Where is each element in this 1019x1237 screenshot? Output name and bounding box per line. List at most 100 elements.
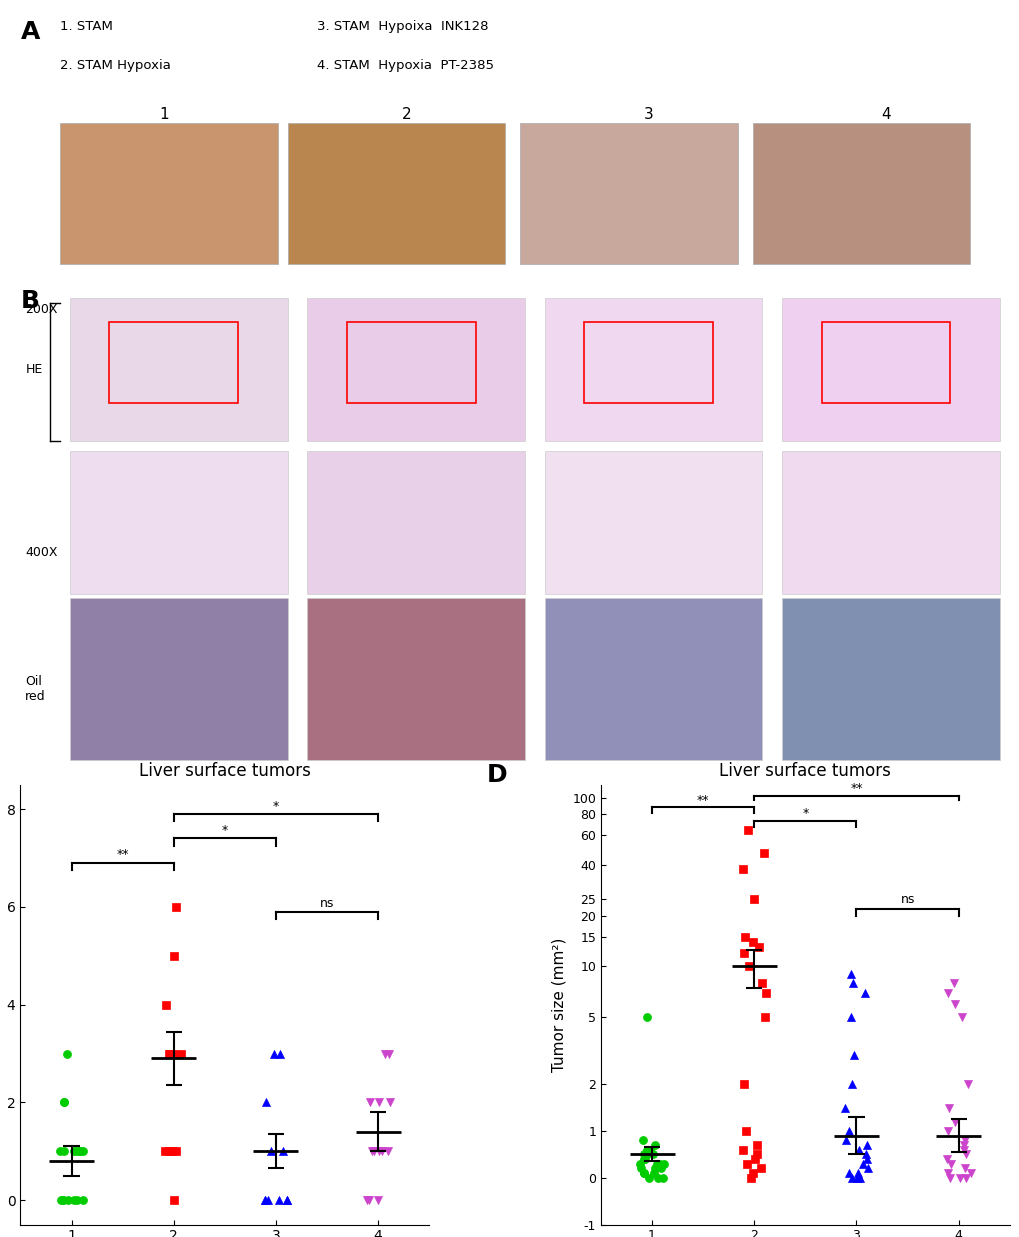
Point <box>642 1139 658 1159</box>
Point <box>655 1154 672 1174</box>
Point <box>738 1121 754 1141</box>
Point <box>943 1154 959 1174</box>
Point <box>956 1131 972 1150</box>
FancyBboxPatch shape <box>70 298 287 442</box>
Point <box>746 1149 762 1169</box>
Text: 4: 4 <box>880 108 890 122</box>
Point <box>380 1044 396 1064</box>
Point <box>649 1168 665 1188</box>
Point <box>955 1139 971 1159</box>
Point <box>748 1136 764 1155</box>
Point <box>361 1190 377 1210</box>
Point <box>745 889 761 909</box>
Point <box>632 1154 648 1174</box>
Text: 2: 2 <box>401 108 411 122</box>
FancyBboxPatch shape <box>307 450 525 594</box>
Point <box>55 1190 71 1210</box>
Point <box>635 1131 651 1150</box>
Title: Liver surface tumors: Liver surface tumors <box>139 762 311 781</box>
Point <box>365 1142 381 1162</box>
Point <box>371 1092 387 1112</box>
Point <box>272 1044 288 1064</box>
Point <box>742 1168 758 1188</box>
Point <box>166 946 182 966</box>
Point <box>840 1163 856 1183</box>
Point <box>738 1154 754 1174</box>
Point <box>633 1159 649 1179</box>
Point <box>850 1139 866 1159</box>
Point <box>640 1168 656 1188</box>
Point <box>945 974 961 993</box>
Point <box>65 1190 82 1210</box>
Point <box>166 1190 182 1210</box>
Point <box>937 1149 954 1169</box>
Point <box>652 1159 668 1179</box>
Point <box>845 1045 861 1065</box>
Point <box>940 1121 956 1141</box>
Point <box>651 1154 667 1174</box>
Point <box>946 1112 962 1132</box>
Point <box>757 982 773 1002</box>
Point <box>646 1136 662 1155</box>
Point <box>838 1131 854 1150</box>
FancyBboxPatch shape <box>70 599 287 761</box>
Point <box>168 897 184 917</box>
Point <box>74 1190 91 1210</box>
Point <box>638 1139 654 1159</box>
FancyBboxPatch shape <box>752 122 969 263</box>
Point <box>644 1144 660 1164</box>
Point <box>648 1154 664 1174</box>
Text: 2. STAM Hypoxia: 2. STAM Hypoxia <box>60 58 171 72</box>
Point <box>748 1144 764 1164</box>
Point <box>52 1190 68 1210</box>
Point <box>279 1190 296 1210</box>
Point <box>164 1044 180 1064</box>
FancyBboxPatch shape <box>544 450 762 594</box>
Text: 1. STAM: 1. STAM <box>60 20 113 33</box>
Point <box>162 1044 178 1064</box>
Point <box>858 1136 874 1155</box>
Point <box>959 1075 975 1095</box>
Point <box>654 1168 671 1188</box>
Point <box>753 974 769 993</box>
Point <box>270 1190 286 1210</box>
Point <box>962 1163 978 1183</box>
Point <box>740 820 756 840</box>
Text: 4. STAM  Hypoxia  PT-2385: 4. STAM Hypoxia PT-2385 <box>317 58 494 72</box>
FancyBboxPatch shape <box>287 122 504 263</box>
FancyBboxPatch shape <box>307 298 525 442</box>
Point <box>646 1159 662 1179</box>
Point <box>744 1163 760 1183</box>
Point <box>60 1190 76 1210</box>
Point <box>52 1142 68 1162</box>
FancyBboxPatch shape <box>782 450 999 594</box>
Title: Liver surface tumors: Liver surface tumors <box>718 762 891 781</box>
Text: HE: HE <box>25 364 43 376</box>
Point <box>849 1163 865 1183</box>
Point <box>258 1092 274 1112</box>
Point <box>278 1190 294 1210</box>
Point <box>164 1142 180 1162</box>
Point <box>735 1139 751 1159</box>
Point <box>74 1142 91 1162</box>
Point <box>951 1168 967 1188</box>
Text: **: ** <box>696 794 709 807</box>
Point <box>744 931 760 951</box>
Text: *: * <box>802 807 808 820</box>
Point <box>938 982 955 1002</box>
Point <box>755 844 771 863</box>
Text: **: ** <box>850 782 862 795</box>
FancyBboxPatch shape <box>307 599 525 761</box>
FancyBboxPatch shape <box>70 450 287 594</box>
Text: 400X: 400X <box>25 546 58 559</box>
Point <box>955 1136 971 1155</box>
Point <box>370 1190 386 1210</box>
Point <box>940 1163 956 1183</box>
Text: B: B <box>20 288 40 313</box>
Point <box>859 1159 875 1179</box>
Point <box>736 927 752 946</box>
Point <box>380 1142 396 1162</box>
Point <box>734 858 750 878</box>
Text: ns: ns <box>320 897 334 910</box>
Point <box>359 1190 375 1210</box>
